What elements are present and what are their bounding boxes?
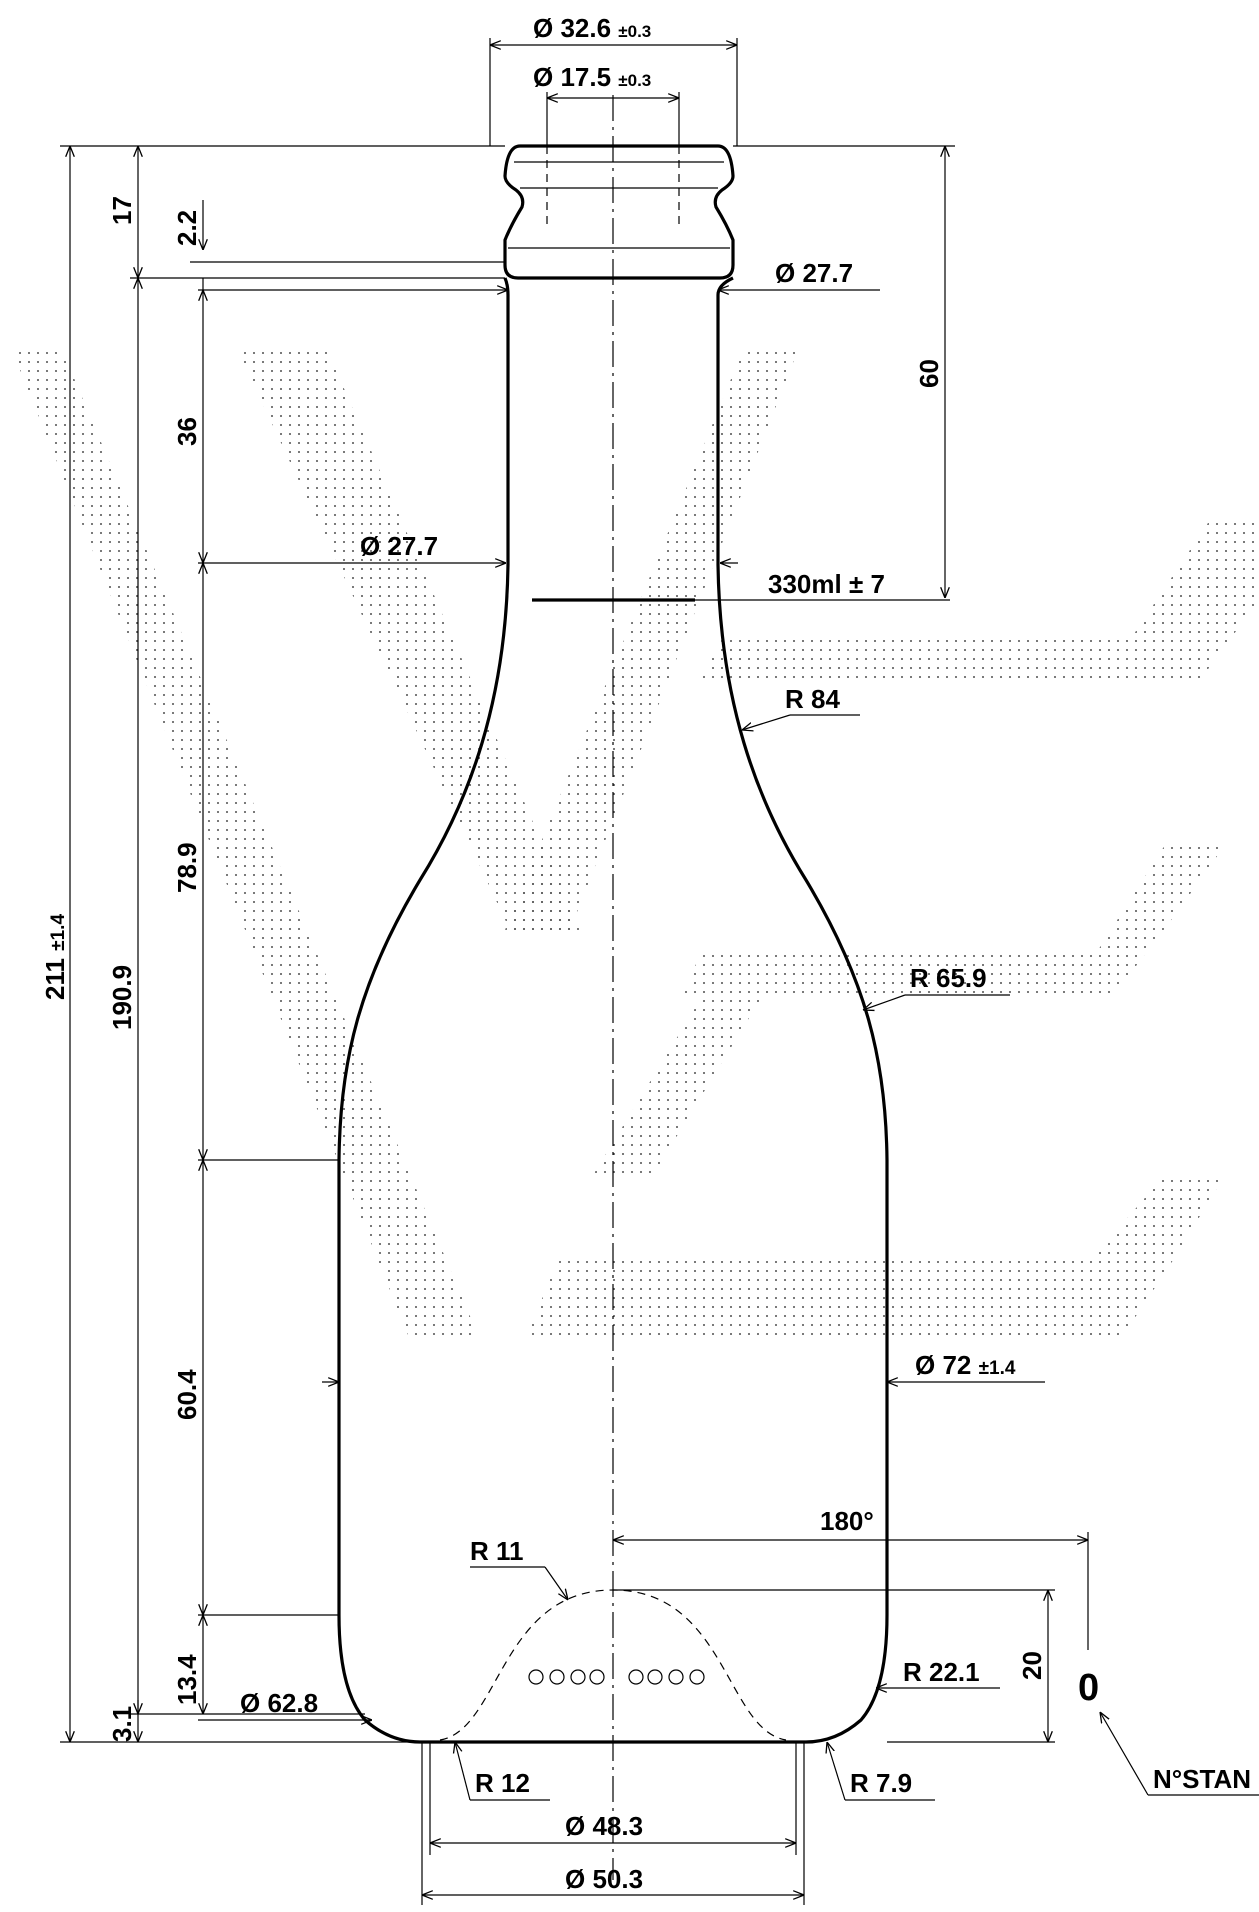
svg-text:60.4: 60.4 (172, 1369, 202, 1420)
dim-fill-level: 330ml ± 7 (695, 569, 950, 601)
dim-r11: R 11 (470, 1536, 568, 1600)
svg-text:2.2: 2.2 (172, 210, 202, 246)
svg-text:211 ±1.4: 211 ±1.4 (40, 914, 70, 1000)
dim-body-diameter: Ø 72 ±1.4 (322, 1350, 1045, 1382)
dim-r22-1: R 22.1 (876, 1657, 1000, 1688)
svg-text:330ml ± 7: 330ml ± 7 (768, 569, 885, 599)
svg-text:R 22.1: R 22.1 (903, 1657, 980, 1687)
svg-text:R 12: R 12 (475, 1768, 530, 1798)
svg-text:N°STAN: N°STAN (1153, 1764, 1251, 1794)
dim-top-outer: Ø 32.6 ±0.3 (489, 13, 738, 146)
bottle-outline (337, 95, 889, 1880)
svg-text:Ø 72 ±1.4: Ø 72 ±1.4 (915, 1350, 1016, 1380)
dim-left-chain: 211 ±1.4 17 190.9 2.2 36 78.9 60.4 13.4 … (40, 145, 505, 1743)
svg-text:R 65.9: R 65.9 (910, 963, 987, 993)
dim-height-60: 60 (733, 145, 955, 598)
svg-text:R 7.9: R 7.9 (850, 1768, 912, 1798)
stamp-callout: 0 N°STAN (1078, 1667, 1259, 1796)
dim-d50-3: Ø 50.3 (421, 1742, 805, 1905)
svg-text:20: 20 (1017, 1651, 1047, 1680)
svg-text:R 11: R 11 (470, 1536, 524, 1566)
svg-text:13.4: 13.4 (172, 1654, 202, 1705)
svg-text:Ø 27.7: Ø 27.7 (775, 258, 853, 288)
svg-text:0: 0 (1078, 1667, 1099, 1709)
dim-height-20: 20 (613, 1589, 1055, 1743)
svg-text:17: 17 (107, 196, 137, 225)
dim-angle-180: 180° (613, 1506, 1089, 1650)
svg-text:Ø 17.5 ±0.3: Ø 17.5 ±0.3 (533, 62, 651, 92)
svg-text:Ø 48.3: Ø 48.3 (565, 1811, 643, 1841)
svg-text:180°: 180° (820, 1506, 874, 1536)
svg-text:36: 36 (172, 417, 202, 446)
dim-d48-3: Ø 48.3 (429, 1742, 797, 1855)
svg-text:Ø 50.3: Ø 50.3 (565, 1864, 643, 1894)
svg-text:R 84: R 84 (785, 684, 840, 714)
svg-text:Ø 27.7: Ø 27.7 (360, 531, 438, 561)
watermark-logo (10, 345, 1259, 1340)
svg-text:Ø 62.8: Ø 62.8 (240, 1688, 318, 1718)
dim-neck-lower: Ø 27.7 (198, 531, 738, 563)
svg-text:190.9: 190.9 (107, 965, 137, 1030)
dim-neck-upper: Ø 27.7 (198, 258, 880, 290)
dim-r12: R 12 (455, 1742, 550, 1801)
dim-r84: R 84 (742, 684, 860, 730)
punt-dots (528, 1669, 705, 1685)
dim-r7-9: R 7.9 (827, 1742, 935, 1801)
svg-text:3.1: 3.1 (107, 1706, 137, 1742)
svg-text:Ø 32.6 ±0.3: Ø 32.6 ±0.3 (533, 13, 651, 43)
dim-top-inner: Ø 17.5 ±0.3 (533, 62, 680, 146)
dim-r65-9: R 65.9 (863, 963, 1010, 1010)
svg-text:60: 60 (914, 359, 944, 388)
dim-d62-8: Ø 62.8 (198, 1688, 372, 1720)
svg-text:78.9: 78.9 (172, 842, 202, 893)
